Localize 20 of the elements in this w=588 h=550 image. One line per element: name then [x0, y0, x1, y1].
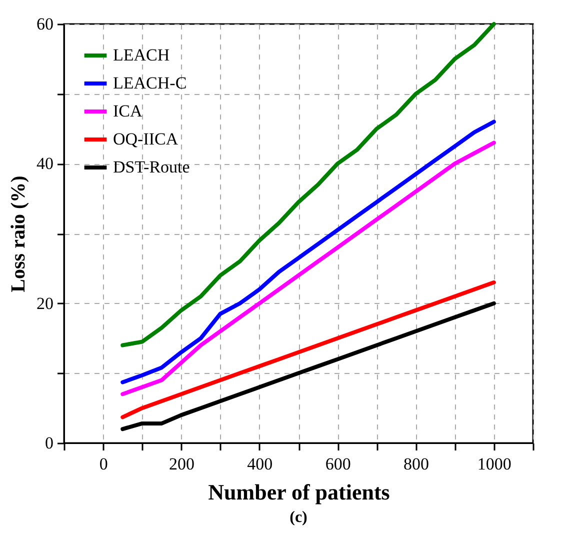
y-tick-label: 60	[36, 14, 54, 34]
y-tick-label: 20	[36, 294, 54, 313]
legend-label: OQ-IICA	[113, 130, 179, 148]
x-axis-title: Number of patients	[208, 480, 390, 504]
x-tick-label: 1000	[477, 454, 512, 474]
x-tick-label: 400	[247, 454, 273, 474]
y-tick-label: 0	[45, 434, 54, 452]
text: (c)	[290, 509, 308, 526]
x-tick-label: 0	[99, 454, 108, 474]
legend-label: ICA	[113, 102, 143, 120]
legend-label: DST-Route	[113, 158, 190, 176]
y-tick-label: 40	[36, 154, 54, 174]
line-series	[120, 301, 496, 432]
legend-label: LEACH	[113, 46, 170, 64]
y-axis-title: Loss raio (%)	[8, 176, 30, 292]
x-tick-label: 200	[169, 454, 194, 474]
legend-label: LEACH-C	[113, 74, 187, 92]
x-tick-label: 800	[404, 454, 429, 474]
line-series	[120, 280, 496, 420]
x-tick-label: 600	[325, 454, 351, 474]
